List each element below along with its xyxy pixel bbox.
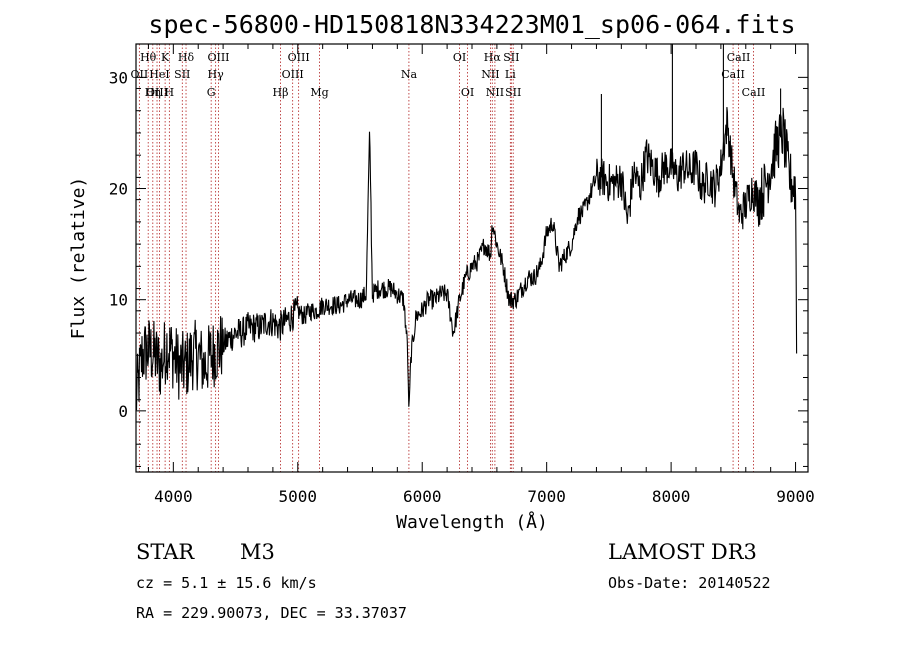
spectral-line-label: NII [486,86,504,99]
x-tick-label: 5000 [279,487,318,506]
spectral-line-label: OIII [146,86,168,99]
spectral-line-markers [138,44,754,472]
plot-frame [135,43,809,473]
spectral-line-label: OI [461,86,474,99]
x-axis-ticks: 4000 5000 6000 7000 8000 9000 [147,44,815,506]
spectral-line-label: OIII [207,51,229,64]
object-type: STAR [136,540,195,564]
spectral-line-label: CaII [727,51,751,64]
spectral-line-label: Li [505,68,516,81]
x-axis-label: Wavelength (Å) [396,511,548,533]
object-subclass: M3 [240,540,275,564]
spectral-line-label: Hγ [208,68,225,81]
spectral-line-label: SII [505,86,521,99]
spectral-line-label: G [207,86,216,99]
spectral-line-label: OIII [282,68,304,81]
y-tick-label: 30 [109,68,128,87]
y-tick-label: 20 [109,180,128,199]
spectral-line-label: SII [174,68,190,81]
x-tick-label: 9000 [776,487,815,506]
survey-name: LAMOST DR3 [608,540,757,564]
spectral-line-label: H [165,86,175,99]
spectral-line-label: NII [481,68,499,81]
chart-title: spec-56800-HD150818N334223M01_sp06-064.f… [148,10,795,39]
observation-date: Obs-Date: 20140522 [608,574,771,592]
y-tick-label: 0 [118,402,128,421]
coordinates: RA = 229.90073, DEC = 33.37037 [136,604,407,622]
spectral-line-label: OI [453,51,466,64]
redshift-velocity: cz = 5.1 ± 15.6 km/s [136,574,317,592]
spectral-line-label: Mg [310,86,328,99]
spectral-line-label: Hδ [178,51,195,64]
x-tick-label: 7000 [527,487,566,506]
spectral-line-label: SII [503,51,519,64]
y-axis-label: Flux (relative) [68,177,89,340]
spectral-line-label: Hη [145,86,161,99]
spectral-line-label: CaII [742,86,766,99]
spectral-line-label: CaII [721,68,745,81]
spectral-line-label: Hβ [273,86,289,99]
x-tick-label: 8000 [652,487,691,506]
x-tick-label: 4000 [154,487,193,506]
spectral-line-label: Na [401,68,418,81]
x-tick-label: 6000 [403,487,442,506]
spectral-line-label: Hα [484,51,502,64]
spectral-line-label: OII [131,68,149,81]
spectral-line-label: HeI [149,68,169,81]
y-tick-label: 10 [109,291,128,310]
spectral-line-label: OIII [288,51,310,64]
y-axis-ticks: 0 10 20 30 [109,68,808,467]
spectral-line-label: Hθ [140,51,157,64]
spectral-line-label: K [161,51,170,64]
